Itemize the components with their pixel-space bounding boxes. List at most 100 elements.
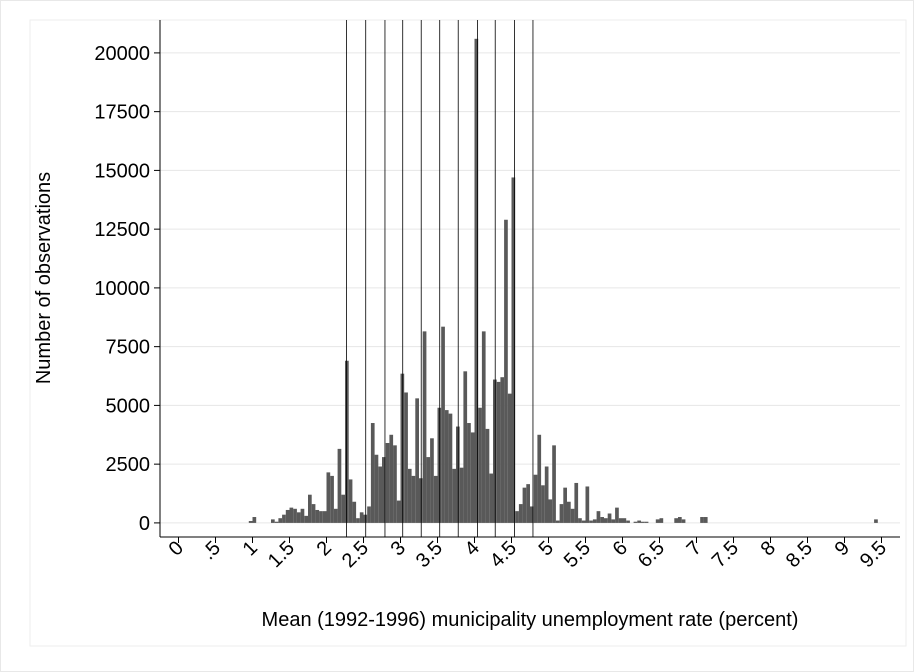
bar — [611, 519, 616, 523]
bar — [481, 331, 486, 523]
bar — [700, 517, 704, 523]
bar — [596, 511, 601, 523]
bar — [293, 508, 297, 523]
bar — [271, 519, 275, 523]
bar — [315, 509, 320, 523]
bar — [567, 501, 571, 523]
bar — [515, 511, 519, 523]
bar — [478, 407, 482, 523]
bar — [581, 520, 586, 523]
bar — [378, 466, 382, 523]
y-tick-label: 15000 — [94, 160, 150, 182]
bar — [578, 518, 582, 523]
bar — [300, 508, 305, 523]
bar — [359, 512, 364, 523]
y-axis-label: Number of observations — [33, 172, 55, 384]
bar — [541, 485, 545, 523]
bar — [422, 331, 427, 523]
bar — [637, 520, 641, 523]
bar — [356, 518, 360, 523]
bar — [507, 393, 512, 523]
bar — [641, 521, 645, 523]
bar — [489, 473, 493, 523]
y-tick-label: 10000 — [94, 278, 150, 300]
bar — [296, 512, 301, 523]
bar — [470, 432, 475, 523]
bar — [592, 519, 597, 523]
bar — [308, 494, 312, 523]
y-tick-label: 7500 — [106, 337, 151, 359]
bar — [382, 457, 386, 523]
bar — [330, 475, 334, 523]
bar — [433, 475, 438, 523]
bar — [622, 518, 627, 523]
bar — [537, 434, 542, 523]
bar — [607, 513, 612, 523]
bar — [274, 521, 279, 523]
y-tick-label: 2500 — [106, 454, 151, 476]
bar — [452, 468, 456, 523]
bar — [311, 504, 316, 523]
bar — [282, 514, 286, 523]
bar — [407, 468, 412, 523]
bar — [874, 519, 878, 523]
bar — [659, 518, 664, 523]
bar — [289, 507, 294, 523]
bar — [681, 519, 686, 523]
bar — [530, 506, 534, 523]
bar — [585, 486, 590, 523]
bar — [441, 326, 445, 523]
bar — [555, 520, 560, 523]
bar — [626, 520, 630, 523]
y-tick-label: 5000 — [106, 395, 151, 417]
bar — [511, 177, 516, 523]
bar — [574, 482, 579, 523]
bar — [430, 438, 434, 523]
bar — [285, 509, 290, 523]
bar — [500, 377, 505, 523]
bar — [411, 475, 416, 523]
bar — [674, 518, 678, 523]
bar — [374, 454, 379, 523]
bar — [337, 448, 342, 523]
bar — [604, 518, 608, 523]
bar — [463, 371, 468, 523]
bar — [474, 38, 479, 523]
bar — [544, 466, 549, 523]
bar — [496, 381, 501, 523]
bar — [526, 484, 530, 523]
bar — [322, 511, 327, 523]
bar — [533, 474, 538, 523]
y-tick-label: 12500 — [94, 219, 150, 241]
bar — [633, 521, 638, 523]
bar — [304, 515, 308, 523]
bar — [459, 467, 464, 523]
bar — [504, 219, 508, 523]
y-tick-label: 17500 — [94, 102, 150, 124]
bar — [319, 511, 323, 523]
bar — [248, 521, 253, 523]
bar — [348, 479, 353, 523]
bar — [570, 508, 575, 523]
bar — [485, 428, 490, 523]
bar — [393, 445, 397, 523]
bar — [352, 501, 357, 523]
x-axis-label: Mean (1992-1996) municipality unemployme… — [262, 609, 799, 631]
bar — [333, 508, 338, 523]
bar — [548, 499, 553, 523]
bar — [341, 494, 345, 523]
bar — [559, 504, 564, 523]
bar — [655, 519, 660, 523]
bar — [552, 445, 556, 523]
bar — [644, 521, 649, 523]
bar — [522, 487, 527, 523]
bar — [367, 506, 371, 523]
bar — [467, 423, 471, 523]
bar — [589, 520, 593, 523]
bar — [444, 410, 449, 523]
y-tick-label: 0 — [139, 513, 150, 535]
bar — [389, 434, 394, 523]
bar — [370, 423, 375, 523]
